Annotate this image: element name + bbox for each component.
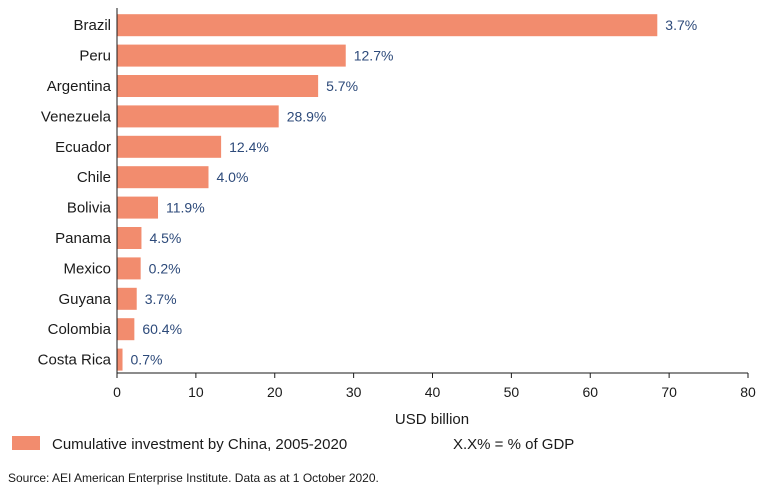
data-label: 0.2% <box>149 260 181 276</box>
bar <box>117 44 346 67</box>
x-tick-label: 50 <box>504 384 520 400</box>
bar <box>117 75 319 97</box>
category-label: Panama <box>55 230 112 247</box>
data-label: 5.7% <box>326 78 358 94</box>
legend-series-label: Cumulative investment by China, 2005-202… <box>52 436 347 453</box>
legend: Cumulative investment by China, 2005-202… <box>12 436 574 453</box>
category-label: Bolivia <box>67 200 112 217</box>
legend-gdp-note: X.X% = % of GDP <box>453 436 574 453</box>
category-label: Colombia <box>48 321 112 338</box>
data-label: 28.9% <box>287 108 327 124</box>
bar <box>117 227 142 249</box>
bar <box>117 348 123 371</box>
category-label: Ecuador <box>55 139 111 156</box>
legend-swatch <box>12 436 40 450</box>
x-axis: 0 10 20 30 40 50 60 70 80 <box>113 8 756 400</box>
data-label: 3.7% <box>145 291 177 307</box>
data-label: 4.0% <box>216 169 248 185</box>
category-label: Costa Rica <box>38 352 112 369</box>
bar <box>117 318 135 341</box>
category-label: Guyana <box>58 291 111 308</box>
bars-layer: Brazil 3.7% Peru 12.7% Argentina 5.7% Venezuel… <box>38 14 697 371</box>
x-tick-label: 60 <box>582 384 598 400</box>
bar <box>117 166 209 189</box>
x-tick-label: 0 <box>113 384 121 400</box>
bar <box>117 135 222 158</box>
category-label: Venezuela <box>41 108 112 125</box>
category-label: Chile <box>77 169 111 186</box>
x-tick-label: 80 <box>740 384 756 400</box>
x-tick-label: 10 <box>188 384 204 400</box>
category-label: Brazil <box>73 17 111 34</box>
x-tick-label: 40 <box>425 384 441 400</box>
category-label: Argentina <box>47 78 112 95</box>
x-tick-label: 20 <box>267 384 283 400</box>
bar <box>117 287 137 310</box>
data-label: 60.4% <box>142 321 182 337</box>
bar <box>117 196 159 219</box>
source-note: Source: AEI American Enterprise Institut… <box>8 471 379 485</box>
category-label: Peru <box>79 48 111 65</box>
data-label: 12.4% <box>229 139 269 155</box>
bar <box>117 14 658 37</box>
x-tick-label: 30 <box>346 384 362 400</box>
data-label: 0.7% <box>131 352 163 368</box>
category-label: Mexico <box>63 260 111 277</box>
data-label: 11.9% <box>166 200 205 216</box>
x-tick-label: 70 <box>661 384 677 400</box>
bar <box>117 257 141 280</box>
data-label: 4.5% <box>149 230 181 246</box>
x-axis-title: USD billion <box>395 411 469 428</box>
data-label: 12.7% <box>354 48 394 64</box>
data-label: 3.7% <box>665 17 697 33</box>
bar <box>117 105 279 128</box>
